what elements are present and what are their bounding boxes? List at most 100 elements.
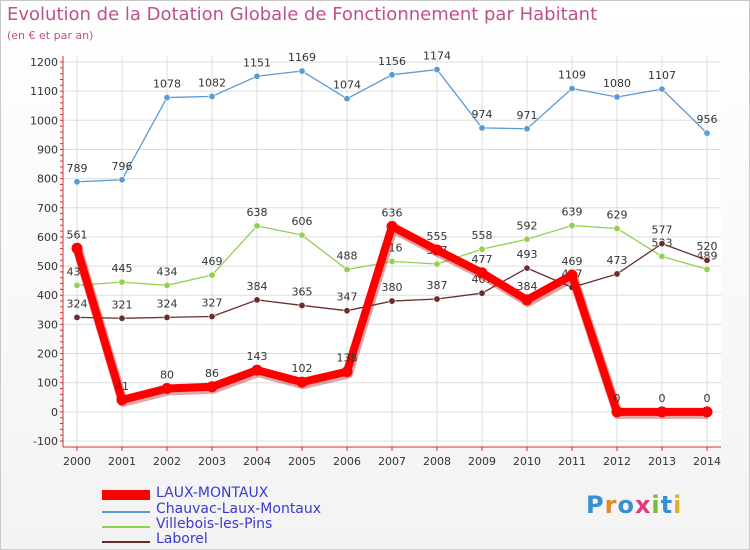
data-point-laborel — [658, 240, 666, 248]
data-label-laborel: 473 — [607, 254, 628, 267]
data-point-laborel — [118, 314, 126, 322]
data-label-laux-montaux: 555 — [427, 230, 448, 243]
y-tick-label: 1000 — [30, 114, 58, 127]
data-label-laux-montaux: 469 — [562, 255, 583, 268]
y-tick-label: 700 — [37, 202, 58, 215]
data-point-villebois-les-pins — [208, 271, 216, 279]
data-point-laborel — [208, 313, 216, 321]
data-point-laux-montaux — [656, 406, 668, 418]
x-tick-label: 2007 — [378, 455, 406, 468]
data-point-chauvac-laux-montaux — [613, 93, 621, 101]
data-point-chauvac-laux-montaux — [208, 92, 216, 100]
data-label-laux-montaux: 636 — [382, 206, 403, 219]
data-point-laborel — [163, 313, 171, 321]
x-tick-label: 2013 — [648, 455, 676, 468]
y-tick-label: 200 — [37, 348, 58, 361]
data-point-laborel — [343, 307, 351, 315]
data-label-laux-montaux: 0 — [659, 392, 666, 405]
y-tick-label: -100 — [33, 435, 58, 448]
data-point-villebois-les-pins — [73, 281, 81, 289]
data-point-laux-montaux — [611, 406, 623, 418]
data-label-laux-montaux: 143 — [247, 350, 268, 363]
data-label-chauvac-laux-montaux: 971 — [517, 109, 538, 122]
data-label-chauvac-laux-montaux: 789 — [67, 162, 88, 175]
data-point-chauvac-laux-montaux — [163, 94, 171, 102]
data-point-villebois-les-pins — [388, 257, 396, 265]
data-point-villebois-les-pins — [298, 231, 306, 239]
data-label-villebois-les-pins: 434 — [157, 265, 178, 278]
x-tick-label: 2002 — [153, 455, 181, 468]
data-label-laborel: 577 — [652, 224, 673, 237]
data-point-laborel — [298, 301, 306, 309]
data-point-villebois-les-pins — [568, 222, 576, 230]
legend-swatch-laborel — [102, 541, 150, 543]
data-point-laux-montaux — [71, 242, 83, 254]
legend-swatch-villebois-les-pins — [102, 526, 150, 528]
data-point-laborel — [523, 264, 531, 272]
data-label-villebois-les-pins: 592 — [517, 219, 538, 232]
data-point-laux-montaux — [431, 244, 443, 256]
x-tick-label: 2011 — [558, 455, 586, 468]
data-label-laux-montaux: 102 — [292, 362, 313, 375]
data-point-chauvac-laux-montaux — [703, 129, 711, 137]
legend-swatch-laux-montaux — [102, 490, 150, 500]
y-tick-label: 500 — [37, 260, 58, 273]
data-point-villebois-les-pins — [433, 260, 441, 268]
data-point-chauvac-laux-montaux — [388, 71, 396, 79]
data-label-villebois-les-pins: 445 — [112, 262, 133, 275]
data-label-villebois-les-pins: 488 — [337, 250, 358, 263]
data-label-laux-montaux: 561 — [67, 228, 88, 241]
x-tick-label: 2012 — [603, 455, 631, 468]
data-label-chauvac-laux-montaux: 796 — [112, 160, 133, 173]
data-point-chauvac-laux-montaux — [118, 176, 126, 184]
legend-label-laborel: Laborel — [156, 531, 208, 547]
data-point-chauvac-laux-montaux — [523, 125, 531, 133]
data-label-laborel: 324 — [67, 297, 88, 310]
x-tick-label: 2010 — [513, 455, 541, 468]
data-point-laux-montaux — [476, 267, 488, 279]
data-label-laborel: 324 — [157, 297, 178, 310]
y-tick-label: 600 — [37, 231, 58, 244]
x-tick-label: 2009 — [468, 455, 496, 468]
data-label-laborel: 365 — [292, 285, 313, 298]
data-label-laux-montaux: 0 — [704, 392, 711, 405]
data-label-chauvac-laux-montaux: 974 — [472, 108, 493, 121]
data-label-laborel: 387 — [427, 279, 448, 292]
data-point-villebois-les-pins — [118, 278, 126, 286]
y-tick-label: 1200 — [30, 56, 58, 69]
data-point-laborel — [388, 297, 396, 305]
data-point-laux-montaux — [116, 394, 128, 406]
data-point-chauvac-laux-montaux — [343, 95, 351, 103]
data-point-laux-montaux — [701, 406, 713, 418]
data-point-laux-montaux — [296, 376, 308, 388]
data-label-villebois-les-pins: 469 — [202, 255, 223, 268]
data-label-laux-montaux: 86 — [205, 367, 219, 380]
data-label-chauvac-laux-montaux: 1151 — [243, 56, 271, 69]
data-point-laux-montaux — [386, 220, 398, 232]
data-point-chauvac-laux-montaux — [298, 67, 306, 75]
data-label-chauvac-laux-montaux: 1078 — [153, 78, 181, 91]
y-tick-label: 900 — [37, 143, 58, 156]
data-label-chauvac-laux-montaux: 1156 — [378, 55, 406, 68]
x-tick-label: 2000 — [63, 455, 91, 468]
x-tick-label: 2005 — [288, 455, 316, 468]
data-point-villebois-les-pins — [703, 265, 711, 273]
data-label-chauvac-laux-montaux: 1080 — [603, 77, 631, 90]
x-tick-label: 2001 — [108, 455, 136, 468]
chart-subtitle: (en € et par an) — [7, 29, 94, 42]
data-point-laborel — [73, 313, 81, 321]
data-point-laux-montaux — [521, 294, 533, 306]
data-label-laux-montaux: 477 — [472, 253, 493, 266]
data-label-laborel: 520 — [697, 240, 718, 253]
data-point-laborel — [478, 289, 486, 297]
x-tick-label: 2006 — [333, 455, 361, 468]
legend-label-chauvac-laux-montaux: Chauvac-Laux-Montaux — [156, 501, 322, 517]
y-tick-label: 1100 — [30, 85, 58, 98]
data-point-villebois-les-pins — [478, 245, 486, 253]
data-label-villebois-les-pins: 606 — [292, 215, 313, 228]
data-point-villebois-les-pins — [613, 224, 621, 232]
chart-title: Evolution de la Dotation Globale de Fonc… — [7, 4, 598, 25]
data-point-villebois-les-pins — [343, 266, 351, 274]
data-label-laborel: 327 — [202, 297, 223, 310]
data-label-laborel: 321 — [112, 298, 133, 311]
